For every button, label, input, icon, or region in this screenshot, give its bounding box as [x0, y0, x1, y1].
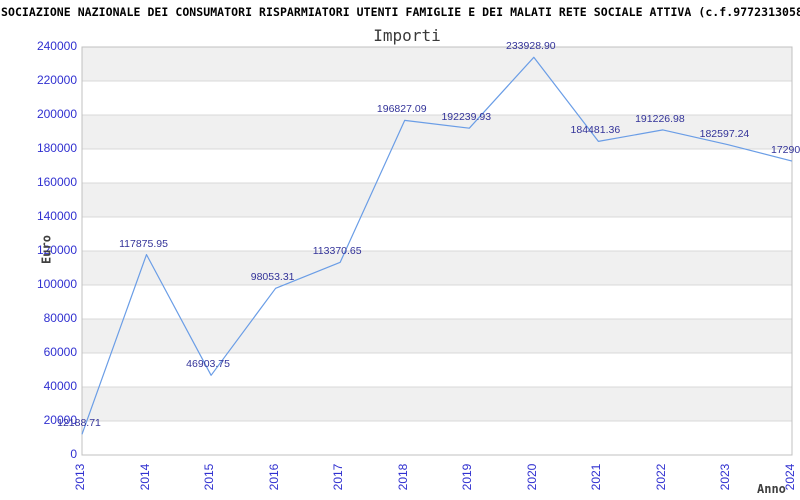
y-tick-label: 80000: [43, 311, 77, 325]
data-point-label: 191226.98: [635, 112, 685, 125]
data-point-label: 117875.95: [119, 237, 168, 250]
x-tick-label: 2014: [137, 463, 152, 491]
data-point-label: 12188.71: [57, 417, 101, 430]
grid-band: [82, 387, 792, 421]
y-tick-label: 220000: [36, 73, 77, 87]
data-point-label: 233928.90: [505, 40, 556, 53]
y-tick-label: 120000: [36, 243, 77, 257]
x-tick-label: 2013: [73, 463, 87, 491]
x-tick-label: 2020: [524, 463, 539, 491]
y-tick-label: 60000: [43, 345, 77, 359]
y-tick-label: 0: [70, 447, 77, 461]
y-tick-label: 140000: [36, 209, 77, 223]
data-point-label: 182597.24: [699, 127, 750, 140]
data-point-label: 172902: [771, 144, 800, 157]
data-series-line: [81, 56, 793, 435]
x-axis-title: Anno: [757, 482, 786, 496]
grid-band: [82, 251, 792, 285]
data-point-label: 46903.75: [186, 358, 230, 371]
y-tick-label: 200000: [36, 107, 77, 121]
x-tick-label: 2021: [589, 463, 604, 491]
data-point-label: 98053.31: [250, 271, 295, 284]
data-point-label: 196827.09: [376, 103, 427, 116]
chart-title: Importi: [373, 26, 441, 45]
x-tick-label: 2023: [718, 463, 733, 491]
x-tick-label: 2018: [395, 463, 410, 491]
grid-band: [82, 319, 792, 353]
y-tick-label: 40000: [43, 379, 77, 393]
x-tick-label: 2017: [331, 463, 346, 491]
chart-header-title: SOCIAZIONE NAZIONALE DEI CONSUMATORI RIS…: [1, 5, 800, 19]
data-point-label: 113370.65: [312, 245, 362, 258]
x-tick-label: 2024: [783, 463, 797, 491]
plot-border: [81, 46, 793, 456]
grid-band: [82, 183, 792, 217]
y-tick-label: 20000: [43, 413, 77, 427]
x-tick-label: 2015: [202, 463, 217, 491]
data-point-label: 184481.36: [570, 124, 621, 137]
y-tick-label: 100000: [36, 277, 77, 291]
grid-band: [82, 47, 792, 81]
x-tick-label: 2019: [460, 463, 475, 491]
x-tick-label: 2022: [653, 463, 668, 491]
y-tick-label: 240000: [36, 39, 77, 53]
data-point-label: 192239.93: [441, 111, 492, 124]
x-tick-label: 2016: [266, 463, 281, 491]
y-tick-label: 160000: [36, 175, 77, 189]
y-axis-title: Euro: [39, 235, 54, 264]
y-tick-label: 180000: [36, 141, 77, 155]
grid-band: [82, 115, 792, 149]
